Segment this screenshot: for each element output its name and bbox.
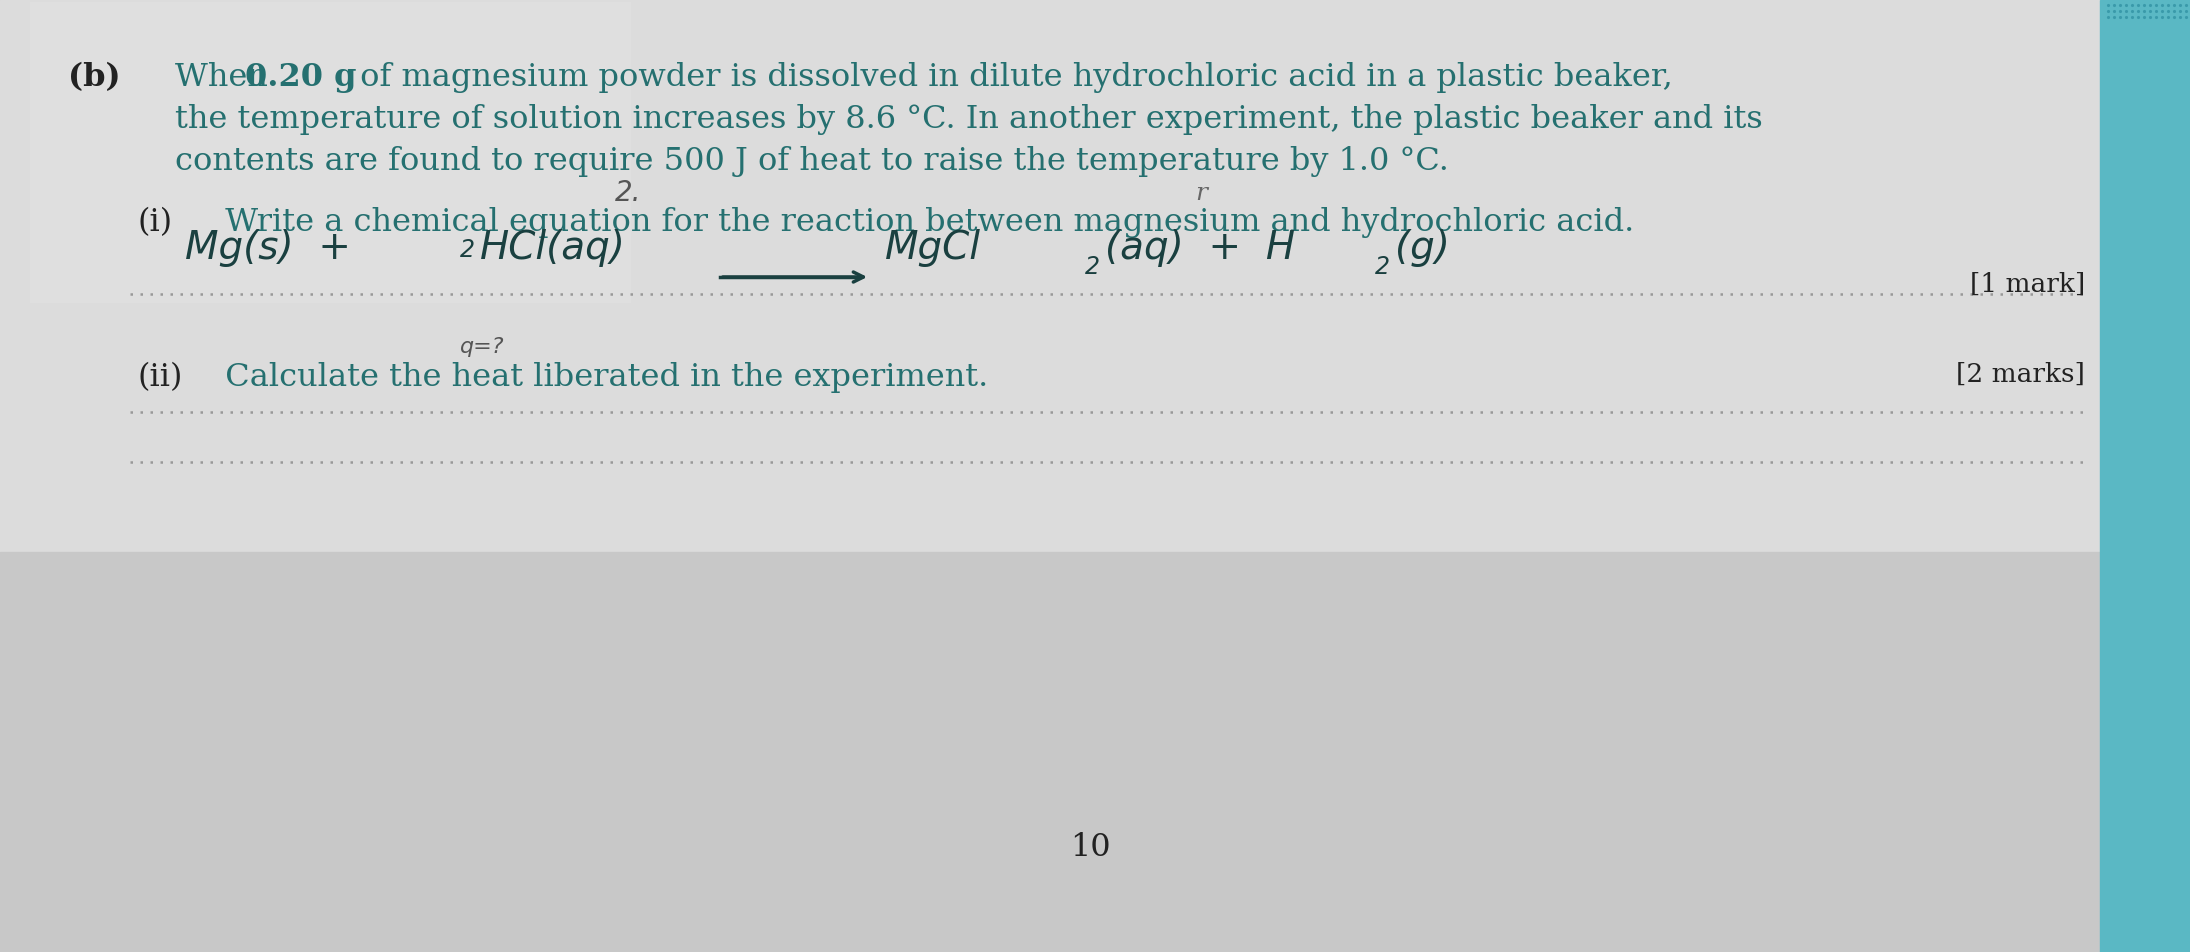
Text: Mg(s)  +: Mg(s) + — [184, 229, 350, 267]
Text: (g): (g) — [1395, 229, 1450, 267]
Text: Write a chemical equation for the reaction between magnesium and hydrochloric ac: Write a chemical equation for the reacti… — [206, 207, 1634, 238]
Text: (b): (b) — [68, 62, 120, 93]
Text: MgCl: MgCl — [885, 229, 981, 267]
Text: 2: 2 — [1084, 255, 1099, 279]
Text: 2: 2 — [1375, 255, 1391, 279]
Text: contents are found to require 500 J of heat to raise the temperature by 1.0 °C.: contents are found to require 500 J of h… — [175, 146, 1450, 177]
Text: 2: 2 — [460, 238, 475, 262]
Text: 0.20 g: 0.20 g — [245, 62, 357, 93]
Text: (i): (i) — [138, 207, 173, 238]
Text: Calculate the heat liberated in the experiment.: Calculate the heat liberated in the expe… — [206, 362, 988, 393]
Text: 2.: 2. — [615, 179, 642, 207]
Text: [2 marks]: [2 marks] — [1956, 362, 2085, 387]
Text: q=?: q=? — [460, 337, 504, 357]
Bar — [2100, 0, 2190, 952]
Bar — [0, 0, 2100, 552]
Text: [1 mark]: [1 mark] — [1969, 272, 2085, 297]
Text: of magnesium powder is dissolved in dilute hydrochloric acid in a plastic beaker: of magnesium powder is dissolved in dilu… — [350, 62, 1673, 93]
Bar — [31, 2, 631, 302]
Text: 10: 10 — [1069, 831, 1110, 863]
Text: When: When — [175, 62, 278, 93]
Text: r: r — [1196, 182, 1207, 205]
Text: (aq)  +  H: (aq) + H — [1106, 229, 1294, 267]
Text: the temperature of solution increases by 8.6 °C. In another experiment, the plas: the temperature of solution increases by… — [175, 104, 1763, 135]
Text: (ii): (ii) — [138, 362, 184, 393]
Bar — [0, 552, 2100, 952]
Text: HCl(aq): HCl(aq) — [480, 229, 626, 267]
